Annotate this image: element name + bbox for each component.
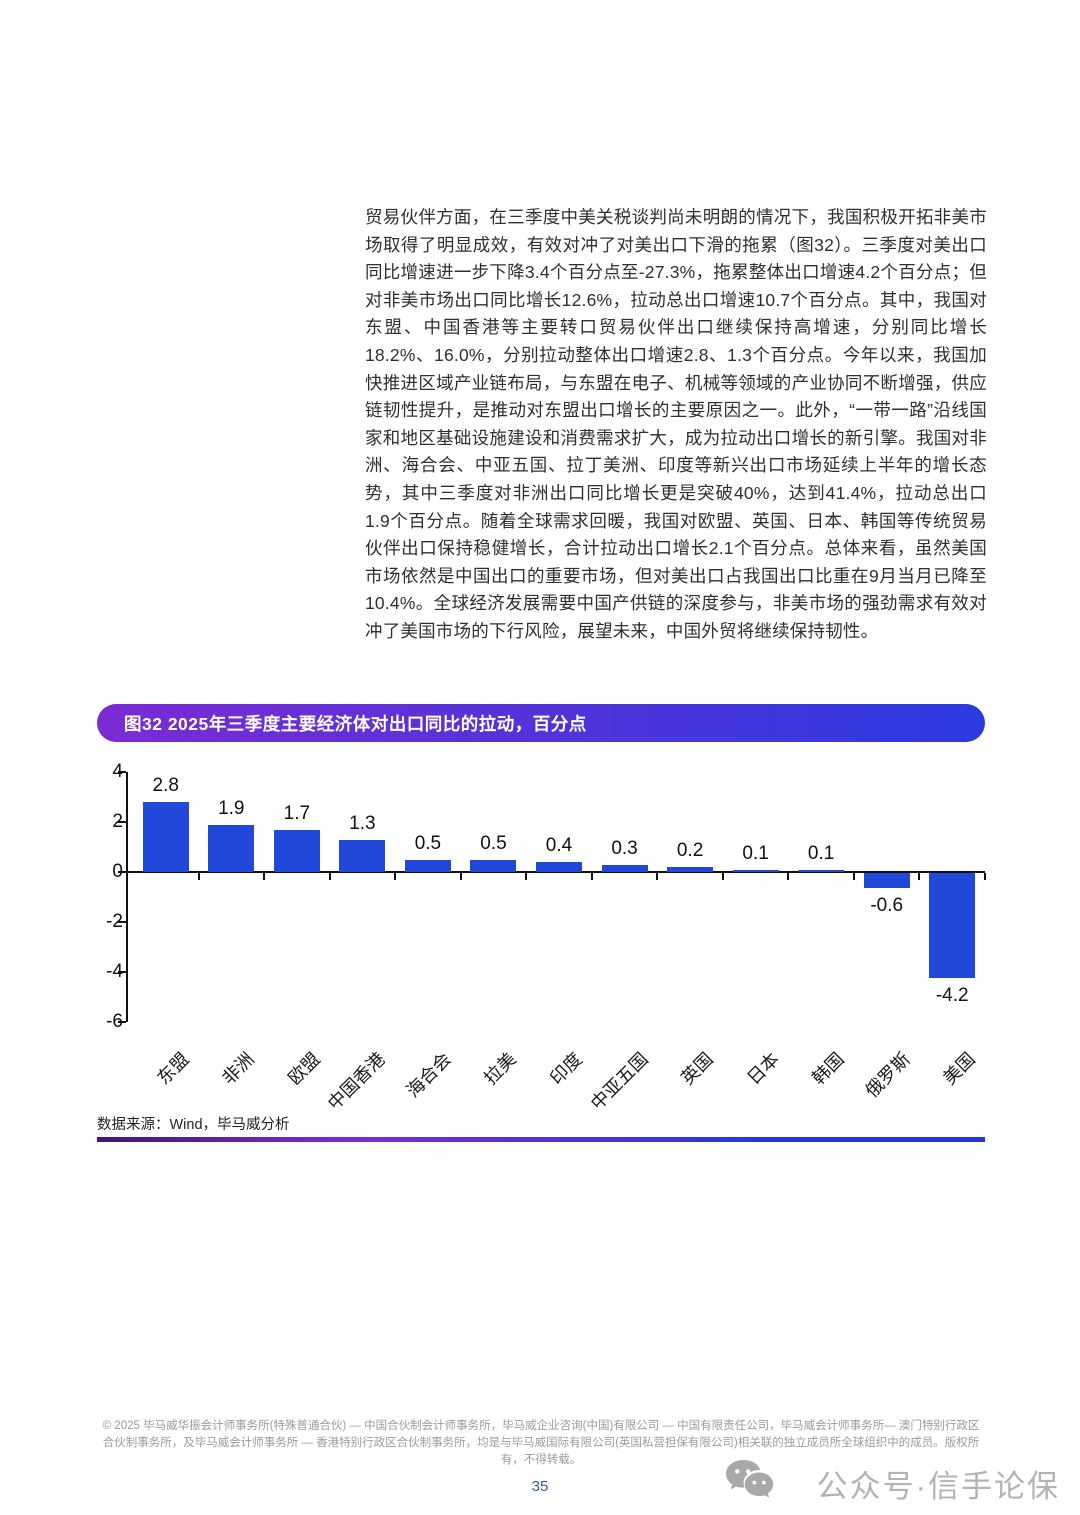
- chart-title: 图32 2025年三季度主要经济体对出口同比的拉动，百分点: [124, 713, 587, 734]
- footer-legal-text: © 2025 毕马威华振会计师事务所(特殊普通合伙) — 中国合伙制会计师事务所…: [102, 1420, 980, 1466]
- x-category-label: 英国: [677, 1048, 718, 1089]
- x-axis-tick: [852, 873, 855, 880]
- bar-chart: 4 2 0 -2 -4 -6 2.8 东盟 1.9 非洲 1.7 欧盟 1.3 中国香港 0.5 海合会 0.5…: [97, 761, 986, 1114]
- y-axis-label: -6: [106, 1011, 123, 1032]
- chart-bar-拉美: [470, 859, 517, 872]
- bar-value-label: 0.5: [480, 832, 507, 854]
- data-source-label: 数据来源：Wind，毕马威分析: [97, 1117, 290, 1133]
- x-axis-tick: [394, 873, 397, 880]
- body-paragraph: 贸易伙伴方面，在三季度中美关税谈判尚未明朗的情况下，我国积极开拓非美市场取得了明…: [365, 207, 987, 641]
- y-axis-tick: [118, 1021, 126, 1023]
- chart-bar-俄罗斯: [863, 873, 910, 888]
- y-axis-label: 0: [112, 861, 123, 882]
- y-axis-tick: [118, 821, 126, 823]
- chart-bar-美国: [929, 873, 976, 978]
- section-divider: [97, 1137, 985, 1142]
- chart-bar-英国: [667, 867, 714, 872]
- chart-bar-东盟: [142, 802, 189, 872]
- bar-value-label: 0.2: [676, 840, 704, 861]
- chart-bar-中国香港: [339, 839, 386, 872]
- chart-bar-日本: [732, 869, 779, 872]
- x-category-label: 海合会: [402, 1048, 455, 1102]
- y-axis-tick: [118, 921, 126, 923]
- x-category-label: 印度: [546, 1048, 586, 1089]
- bar-value-label: 2.8: [152, 775, 179, 796]
- x-category-label: 日本: [742, 1048, 783, 1089]
- x-axis-tick: [328, 873, 331, 880]
- x-category-label: 欧盟: [284, 1048, 324, 1089]
- x-axis-tick: [590, 873, 593, 880]
- x-axis-tick: [787, 873, 790, 880]
- x-axis-tick: [197, 873, 200, 880]
- bar-value-label: -4.2: [935, 985, 969, 1006]
- chart-bar-海合会: [404, 859, 451, 872]
- y-axis-tick: [118, 971, 126, 973]
- x-category-label: 拉美: [480, 1048, 521, 1089]
- x-axis-tick: [525, 873, 528, 880]
- x-category-label: 美国: [939, 1048, 980, 1089]
- y-axis-tick: [118, 771, 126, 773]
- wechat-icon: [725, 1458, 807, 1508]
- x-axis-tick: [918, 873, 921, 880]
- x-axis-tick: [656, 873, 659, 880]
- bar-value-label: 0.1: [742, 842, 769, 864]
- y-axis-label: -4: [106, 961, 123, 982]
- bar-value-label: -0.6: [870, 895, 904, 916]
- bar-value-label: 0.5: [414, 832, 442, 854]
- y-axis-label: 4: [112, 761, 123, 782]
- x-axis-tick: [263, 873, 266, 880]
- x-axis-tick: [721, 873, 724, 880]
- x-category-label: 非洲: [218, 1048, 259, 1089]
- page-number: 35: [531, 1478, 549, 1495]
- chart-bar-欧盟: [273, 829, 320, 872]
- x-category-label: 中亚五国: [586, 1048, 652, 1114]
- x-category-label: 韩国: [808, 1048, 849, 1089]
- bar-value-label: 0.3: [611, 837, 638, 859]
- y-axis-tick: [118, 871, 126, 873]
- bar-value-label: 1.3: [349, 812, 376, 834]
- y-axis-label: 2: [112, 811, 123, 832]
- bar-value-label: 1.7: [283, 802, 311, 824]
- chart-bar-韩国: [798, 869, 845, 872]
- bar-value-label: 1.9: [218, 797, 245, 819]
- y-axis-label: -2: [106, 911, 123, 932]
- chart-bar-印度: [536, 862, 582, 872]
- x-category-label: 中国香港: [324, 1048, 390, 1114]
- watermark: 公众号·信手论保: [725, 1458, 1060, 1508]
- chart-bar-非洲: [208, 824, 255, 872]
- x-axis-tick: [984, 873, 986, 880]
- watermark-text: 公众号·信手论保: [816, 1468, 1060, 1504]
- x-category-label: 东盟: [153, 1048, 193, 1089]
- x-axis-tick: [459, 873, 462, 880]
- chart-bar-中亚五国: [601, 864, 648, 872]
- bar-value-label: 0.1: [807, 842, 835, 864]
- x-category-label: 俄罗斯: [861, 1048, 914, 1102]
- x-axis-line: [126, 871, 985, 873]
- chart-title-banner: 图32 2025年三季度主要经济体对出口同比的拉动，百分点: [97, 704, 985, 742]
- y-axis-line: [126, 772, 128, 1022]
- bar-value-label: 0.4: [545, 835, 573, 856]
